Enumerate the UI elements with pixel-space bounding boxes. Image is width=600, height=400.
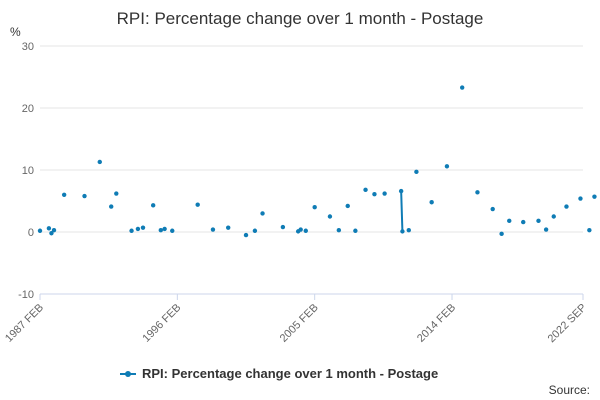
data-point[interactable] — [243, 232, 249, 238]
data-point[interactable] — [398, 188, 404, 194]
data-point[interactable] — [551, 214, 556, 219]
x-axis-ticks: 1987 FEB 1996 FEB 2005 FEB 2014 FEB 2022 SEP — [3, 294, 589, 345]
data-point[interactable] — [61, 192, 67, 197]
data-point[interactable] — [507, 218, 512, 224]
series-segment — [400, 191, 404, 232]
data-point[interactable] — [252, 228, 258, 233]
data-point[interactable] — [158, 227, 164, 233]
data-point[interactable] — [327, 214, 333, 219]
data-point[interactable] — [109, 204, 114, 209]
data-point[interactable] — [363, 187, 368, 193]
legend-swatch-marker — [125, 371, 131, 377]
x-tick-label: 1987 FEB — [3, 302, 46, 345]
y-tick-label: -10 — [18, 289, 34, 301]
data-point[interactable] — [400, 229, 405, 234]
data-point[interactable] — [444, 164, 450, 169]
y-axis-unit: % — [10, 25, 21, 39]
data-point[interactable] — [372, 191, 377, 197]
data-point[interactable] — [543, 227, 549, 232]
data-point[interactable] — [170, 228, 175, 233]
data-point[interactable] — [353, 228, 358, 233]
data-point[interactable] — [459, 85, 465, 90]
data-point[interactable] — [114, 191, 119, 196]
data-point[interactable] — [129, 228, 134, 233]
y-tick-label: 20 — [22, 103, 34, 115]
data-point[interactable] — [37, 228, 43, 233]
y-axis-ticks: -10 0 10 20 30 — [18, 41, 34, 301]
data-point[interactable] — [150, 203, 156, 208]
data-point[interactable] — [414, 169, 419, 175]
data-point[interactable] — [521, 219, 526, 225]
data-point[interactable] — [336, 227, 342, 233]
data-point[interactable] — [499, 231, 504, 237]
data-point[interactable] — [195, 202, 200, 207]
data-point[interactable] — [382, 191, 387, 196]
data-point[interactable] — [260, 211, 265, 216]
data-point[interactable] — [97, 159, 102, 165]
data-point[interactable] — [312, 205, 317, 210]
legend[interactable]: RPI: Percentage change over 1 month - Po… — [120, 366, 438, 381]
data-point[interactable] — [135, 226, 141, 232]
data-point[interactable] — [46, 226, 52, 231]
data-point[interactable] — [280, 224, 286, 230]
data-point[interactable] — [578, 196, 583, 201]
legend-label: RPI: Percentage change over 1 month - Po… — [142, 366, 438, 381]
x-tick-label: 1996 FEB — [140, 302, 183, 345]
y-tick-label: 0 — [28, 227, 34, 239]
x-tick-label: 2014 FEB — [415, 302, 458, 345]
data-point[interactable] — [345, 203, 350, 209]
data-point[interactable] — [303, 228, 308, 233]
data-point[interactable] — [429, 200, 434, 205]
data-point[interactable] — [49, 231, 54, 236]
series-layer — [37, 85, 597, 238]
y-tick-label: 10 — [22, 165, 34, 177]
data-point[interactable] — [82, 193, 87, 199]
y-tick-label: 30 — [22, 41, 34, 53]
data-point[interactable] — [490, 206, 495, 212]
source-label: Source: — [549, 383, 590, 397]
data-point[interactable] — [406, 227, 411, 233]
data-point[interactable] — [51, 227, 57, 233]
data-point[interactable] — [210, 227, 216, 232]
grid — [40, 45, 583, 295]
x-tick-label: 2005 FEB — [278, 302, 321, 345]
x-tick-label: 2022 SEP — [546, 302, 590, 346]
data-point[interactable] — [587, 227, 592, 233]
data-point[interactable] — [298, 227, 303, 232]
data-point[interactable] — [564, 204, 569, 209]
data-point[interactable] — [162, 226, 167, 232]
data-point[interactable] — [592, 194, 597, 199]
data-point[interactable] — [536, 218, 541, 224]
data-point[interactable] — [475, 190, 480, 195]
chart-title: RPI: Percentage change over 1 month - Po… — [117, 9, 484, 28]
data-point[interactable] — [140, 225, 146, 230]
data-point[interactable] — [226, 225, 231, 230]
